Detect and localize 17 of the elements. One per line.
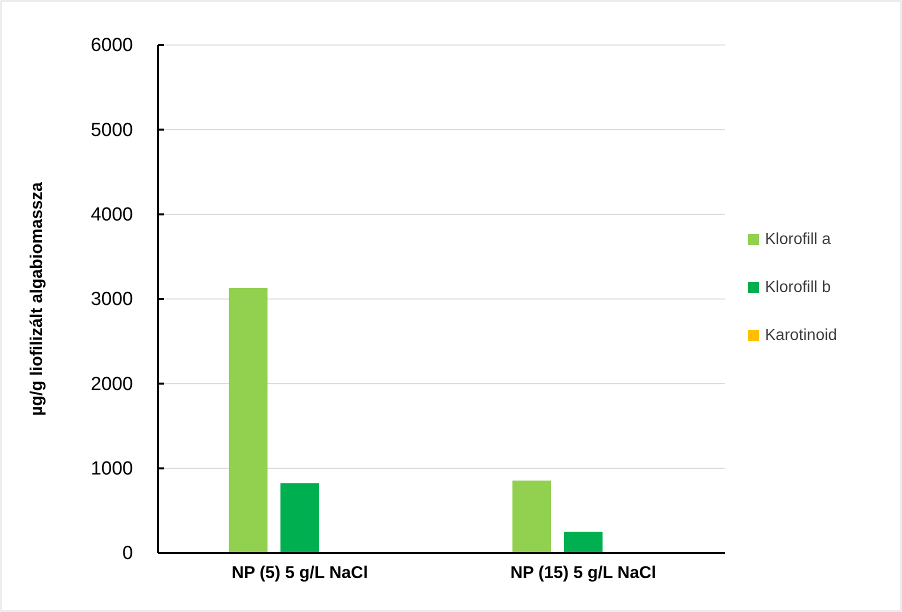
legend-label: Karotinoid [765,327,838,344]
y-tick-label: 1000 [90,458,133,480]
y-tick-label: 0 [122,543,133,564]
bar [280,483,320,553]
y-tick-label: 3000 [90,289,133,310]
y-tick-label: 2000 [90,374,133,395]
y-tick-label: 5000 [90,120,133,141]
legend-label: Klorofill a [765,231,831,248]
bar [228,288,268,553]
legend-label: Klorofill b [765,279,831,296]
bar [512,480,552,553]
y-tick-label: 4000 [90,204,133,226]
y-axis-title: µg/g liofilizált algabiomassza [27,182,46,416]
x-tick-label: NP (15) 5 g/L NaCl [510,563,656,582]
bar [564,532,603,553]
y-tick-label: 6000 [90,35,133,56]
x-tick-label: NP (5) 5 g/L NaCl [232,563,368,582]
